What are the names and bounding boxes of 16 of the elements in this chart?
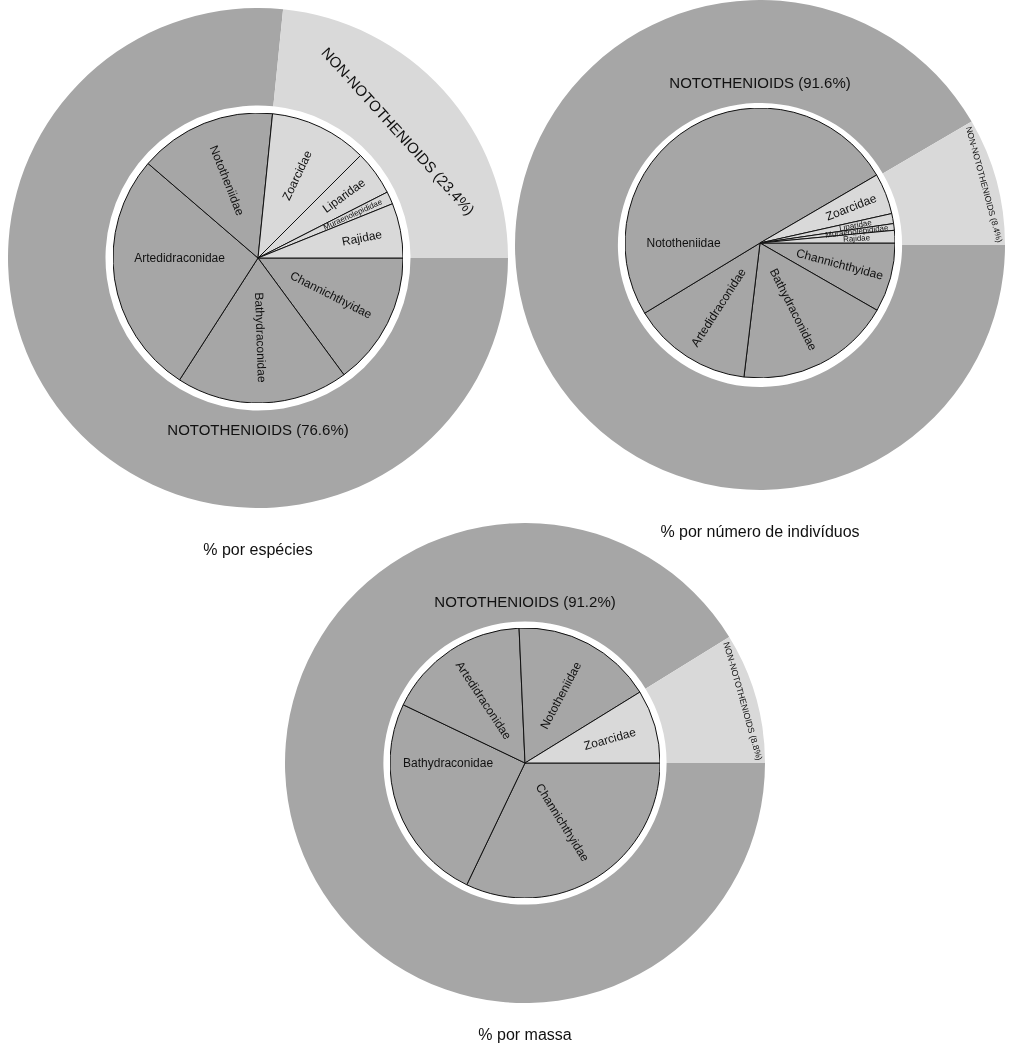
donut-slice — [8, 8, 508, 508]
text: % por espécies — [203, 541, 313, 559]
donut-slice — [645, 636, 765, 763]
slice-label: NOTOTHENIOIDS (91.6%) — [669, 74, 851, 92]
text: % por número de indivíduos — [660, 523, 860, 541]
slice-label: NOTOTHENIOIDS (91.2%) — [434, 593, 616, 611]
text: % por massa — [478, 1026, 572, 1043]
slice-label: Artedidraconidae — [134, 251, 226, 265]
slice-label: Rajidae — [340, 227, 384, 249]
slice-label: Zoarcidae — [582, 724, 638, 753]
slice-label: Bathydraconidae — [403, 756, 494, 770]
donut-slice — [273, 9, 508, 258]
slice-label: NOTOTHENIOIDS (76.6%) — [167, 421, 349, 439]
donut-slice — [515, 0, 1005, 490]
slice-label: Nototheniidae — [646, 236, 721, 250]
slice-label: Bathydraconidae — [252, 292, 269, 383]
